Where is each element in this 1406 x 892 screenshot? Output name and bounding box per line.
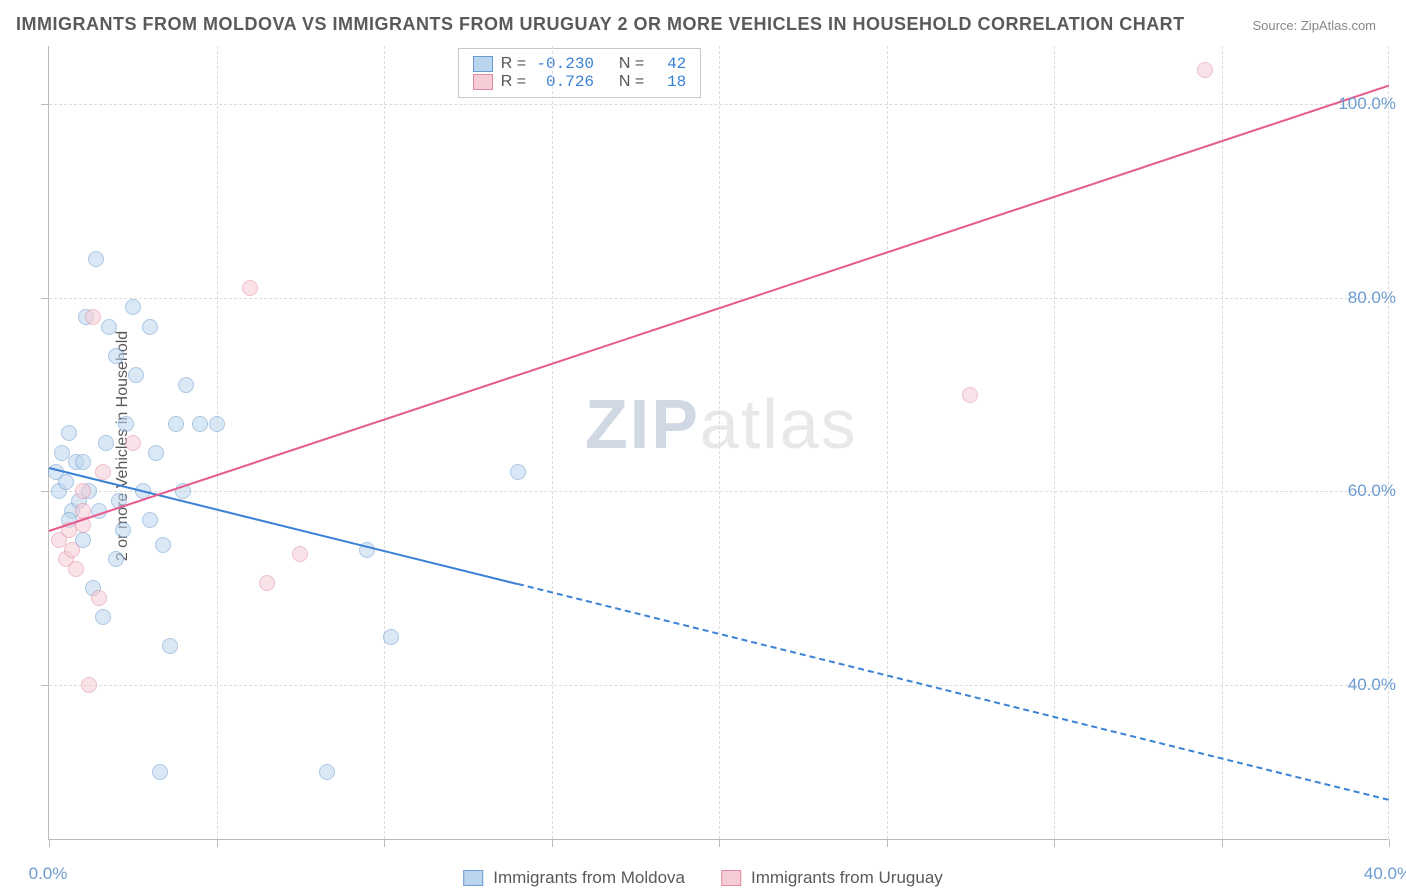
series-legend: Immigrants from Moldova Immigrants from … (463, 868, 943, 888)
vgrid (719, 46, 720, 839)
data-point (95, 464, 111, 480)
source-attribution: Source: ZipAtlas.com (1252, 18, 1376, 33)
data-point (118, 416, 134, 432)
plot-area: ZIPatlas R = -0.230 N = 42 R = 0.726 N = 18 (48, 46, 1388, 840)
data-point (85, 309, 101, 325)
legend-swatch-uruguay (721, 870, 741, 886)
y-tick-label: 40.0% (1348, 675, 1396, 695)
data-point (88, 251, 104, 267)
vgrid (1222, 46, 1223, 839)
data-point (383, 629, 399, 645)
vgrid (1054, 46, 1055, 839)
data-point (292, 546, 308, 562)
watermark: ZIPatlas (585, 384, 858, 464)
x-tick (217, 839, 218, 847)
y-tick-label: 60.0% (1348, 481, 1396, 501)
data-point (98, 435, 114, 451)
x-tick (49, 839, 50, 847)
trend-line-extrapolated (518, 583, 1389, 801)
data-point (125, 299, 141, 315)
x-tick-label-max: 40.0% (1364, 864, 1406, 884)
data-point (142, 319, 158, 335)
data-point (75, 483, 91, 499)
n-value: 42 (652, 55, 686, 73)
legend-swatch-moldova (463, 870, 483, 886)
vgrid (552, 46, 553, 839)
y-tick (41, 685, 49, 686)
data-point (81, 677, 97, 693)
data-point (242, 280, 258, 296)
data-point (1197, 62, 1213, 78)
watermark-atlas: atlas (700, 385, 858, 463)
data-point (178, 377, 194, 393)
y-tick-label: 100.0% (1338, 94, 1396, 114)
data-point (510, 464, 526, 480)
r-value: -0.230 (534, 55, 594, 73)
legend-item-moldova: Immigrants from Moldova (463, 868, 685, 888)
x-tick (887, 839, 888, 847)
y-tick (41, 104, 49, 105)
chart-title: IMMIGRANTS FROM MOLDOVA VS IMMIGRANTS FR… (16, 14, 1185, 35)
data-point (115, 522, 131, 538)
data-point (108, 551, 124, 567)
x-tick (1222, 839, 1223, 847)
data-point (319, 764, 335, 780)
data-point (101, 319, 117, 335)
stats-swatch (473, 74, 493, 90)
r-label: R = (501, 73, 526, 91)
stats-row: R = 0.726 N = 18 (473, 73, 687, 91)
vgrid (887, 46, 888, 839)
data-point (259, 575, 275, 591)
y-tick-label: 80.0% (1348, 288, 1396, 308)
x-tick (1054, 839, 1055, 847)
data-point (209, 416, 225, 432)
data-point (125, 435, 141, 451)
data-point (95, 609, 111, 625)
data-point (962, 387, 978, 403)
legend-label-uruguay: Immigrants from Uruguay (751, 868, 943, 888)
data-point (148, 445, 164, 461)
data-point (168, 416, 184, 432)
stats-row: R = -0.230 N = 42 (473, 55, 687, 73)
legend-label-moldova: Immigrants from Moldova (493, 868, 685, 888)
data-point (108, 348, 124, 364)
legend-item-uruguay: Immigrants from Uruguay (721, 868, 943, 888)
data-point (152, 764, 168, 780)
n-label: N = (619, 73, 644, 91)
data-point (68, 561, 84, 577)
x-tick (1389, 839, 1390, 847)
data-point (91, 590, 107, 606)
y-tick (41, 491, 49, 492)
watermark-zip: ZIP (585, 385, 700, 463)
stats-swatch (473, 56, 493, 72)
x-tick (384, 839, 385, 847)
n-value: 18 (652, 73, 686, 91)
data-point (162, 638, 178, 654)
r-label: R = (501, 55, 526, 73)
vgrid (384, 46, 385, 839)
vgrid (217, 46, 218, 839)
n-label: N = (619, 55, 644, 73)
data-point (64, 542, 80, 558)
stats-legend: R = -0.230 N = 42 R = 0.726 N = 18 (458, 48, 702, 98)
x-tick (552, 839, 553, 847)
data-point (128, 367, 144, 383)
x-tick (719, 839, 720, 847)
data-point (155, 537, 171, 553)
data-point (192, 416, 208, 432)
y-tick (41, 298, 49, 299)
data-point (142, 512, 158, 528)
data-point (75, 454, 91, 470)
r-value: 0.726 (534, 73, 594, 91)
x-tick-label-min: 0.0% (29, 864, 68, 884)
data-point (58, 474, 74, 490)
data-point (61, 425, 77, 441)
vgrid (1388, 46, 1389, 839)
